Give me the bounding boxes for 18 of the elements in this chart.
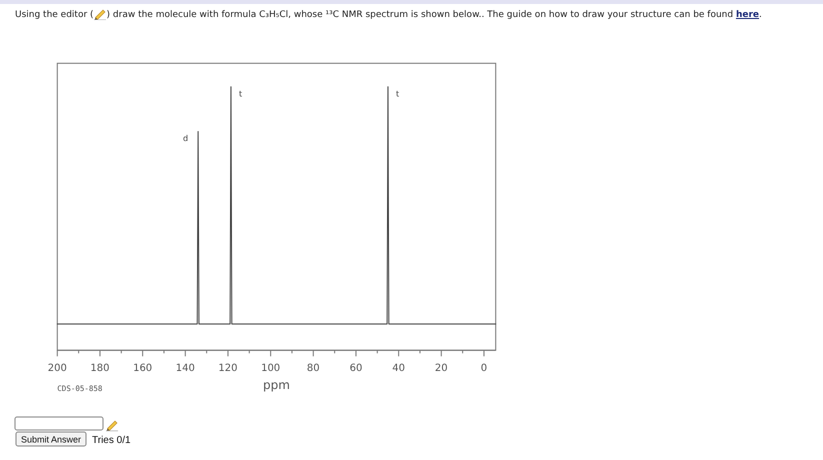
x-tick-label: 60 [350, 362, 362, 374]
x-tick-label: 160 [133, 362, 152, 374]
x-tick-label: 80 [306, 362, 320, 374]
x-axis-title: ppm [263, 378, 290, 392]
x-tick-label: 40 [392, 362, 405, 374]
text: Tries 0/1 [92, 435, 131, 446]
text: Submit Answer [20, 434, 82, 444]
annotation: t [396, 89, 400, 98]
x-tick-label: 20 [434, 362, 448, 374]
x-tick-label: 0 [480, 362, 488, 374]
x-tick-label: 140 [176, 362, 195, 374]
annotation: d [183, 134, 188, 144]
annotation: t [238, 89, 242, 98]
x-tick-label: 180 [90, 362, 110, 374]
x-tick-label: 100 [261, 362, 280, 374]
x-tick-label: 200 [48, 362, 67, 374]
chart-title: Using the editor ( ) draw the molecule with formula C₃H₅Cl, whose ¹³C NMR spectrum is shown below.. The guide on how to draw your structure can be found here. [15, 10, 762, 20]
x-tick-label: 120 [218, 362, 238, 374]
